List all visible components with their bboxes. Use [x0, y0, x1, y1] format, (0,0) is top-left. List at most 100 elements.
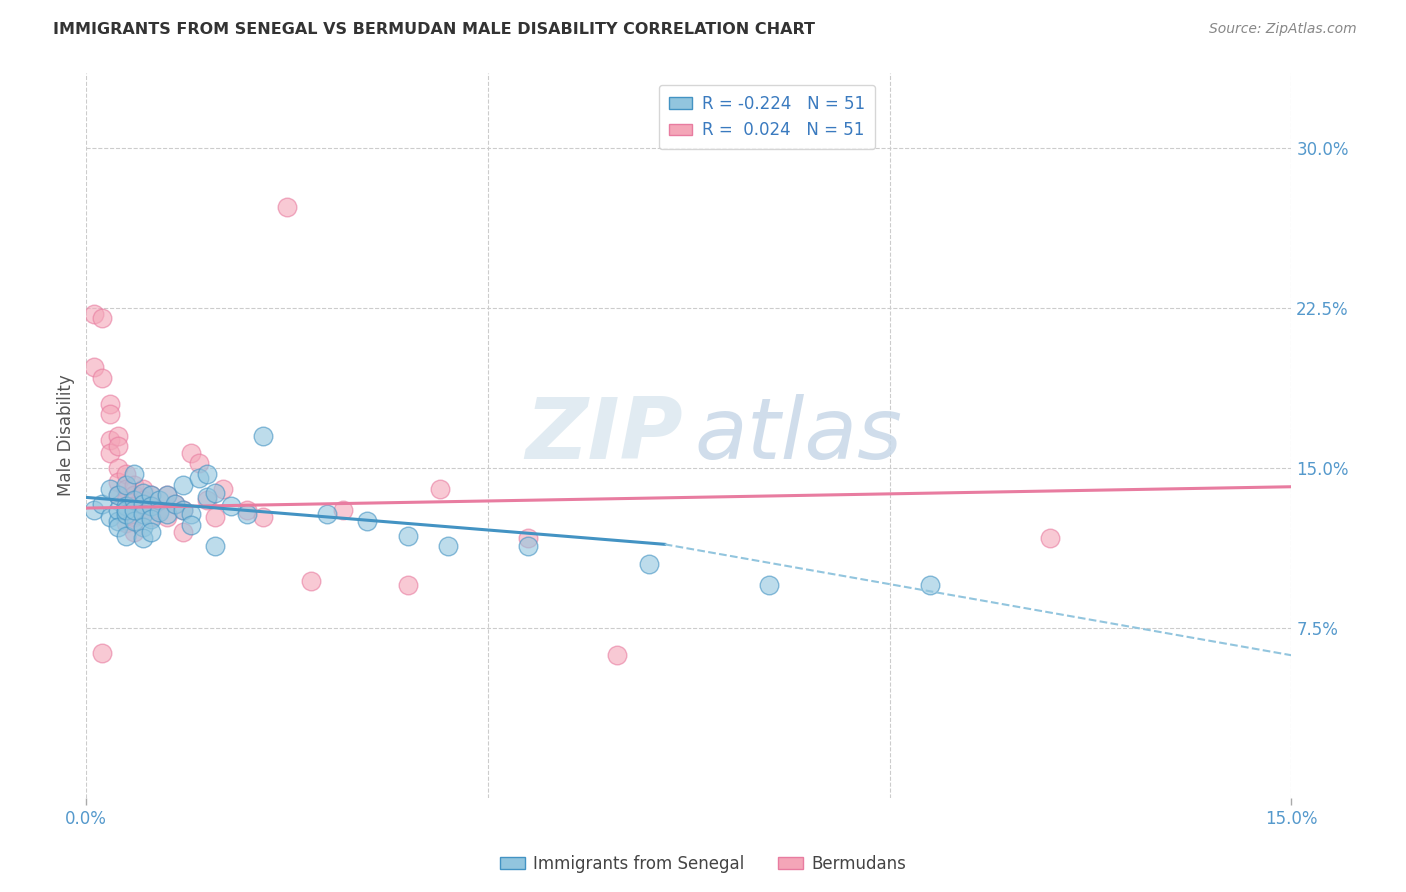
Point: [918, 578, 941, 592]
Text: Source: ZipAtlas.com: Source: ZipAtlas.com: [1209, 22, 1357, 37]
Point: [124, 503, 146, 517]
Point: [163, 497, 186, 511]
Point: [131, 497, 153, 511]
Point: [436, 540, 458, 554]
Point: [107, 460, 129, 475]
Point: [124, 499, 146, 513]
Point: [156, 509, 179, 524]
Point: [204, 486, 226, 500]
Point: [115, 508, 138, 522]
Point: [115, 482, 138, 496]
Point: [172, 503, 194, 517]
Point: [83, 503, 105, 517]
Point: [124, 488, 146, 502]
Point: [172, 524, 194, 539]
Point: [429, 482, 451, 496]
Point: [115, 529, 138, 543]
Point: [124, 509, 146, 524]
Point: [396, 578, 419, 592]
Point: [172, 477, 194, 491]
Point: [180, 508, 202, 522]
Point: [91, 646, 114, 660]
Point: [115, 492, 138, 507]
Point: [139, 509, 162, 524]
Text: atlas: atlas: [695, 394, 903, 477]
Point: [187, 456, 209, 470]
Point: [115, 516, 138, 530]
Point: [517, 531, 540, 545]
Point: [180, 518, 202, 533]
Point: [107, 514, 129, 528]
Point: [605, 648, 627, 663]
Point: [91, 311, 114, 326]
Point: [172, 503, 194, 517]
Point: [91, 497, 114, 511]
Point: [115, 503, 138, 517]
Point: [187, 471, 209, 485]
Point: [100, 509, 122, 524]
Point: [252, 509, 274, 524]
Point: [356, 514, 378, 528]
Point: [124, 477, 146, 491]
Point: [180, 445, 202, 459]
Point: [115, 503, 138, 517]
Point: [139, 488, 162, 502]
Point: [139, 512, 162, 526]
Point: [107, 475, 129, 490]
Point: [100, 482, 122, 496]
Point: [139, 524, 162, 539]
Point: [131, 503, 153, 517]
Point: [204, 509, 226, 524]
Point: [107, 488, 129, 502]
Text: IMMIGRANTS FROM SENEGAL VS BERMUDAN MALE DISABILITY CORRELATION CHART: IMMIGRANTS FROM SENEGAL VS BERMUDAN MALE…: [53, 22, 815, 37]
Text: ZIP: ZIP: [526, 394, 683, 477]
Point: [131, 520, 153, 534]
Point: [124, 467, 146, 481]
Point: [195, 492, 218, 507]
Point: [332, 503, 354, 517]
Point: [107, 503, 129, 517]
Point: [148, 505, 170, 519]
Point: [115, 477, 138, 491]
Point: [148, 492, 170, 507]
Point: [83, 307, 105, 321]
Point: [219, 499, 242, 513]
Point: [156, 508, 179, 522]
Point: [115, 467, 138, 481]
Point: [107, 428, 129, 442]
Point: [236, 508, 259, 522]
Legend: Immigrants from Senegal, Bermudans: Immigrants from Senegal, Bermudans: [494, 848, 912, 880]
Point: [236, 503, 259, 517]
Point: [163, 497, 186, 511]
Point: [131, 508, 153, 522]
Point: [131, 531, 153, 545]
Point: [100, 433, 122, 447]
Point: [83, 360, 105, 375]
Point: [139, 488, 162, 502]
Point: [131, 482, 153, 496]
Point: [100, 445, 122, 459]
Point: [156, 488, 179, 502]
Y-axis label: Male Disability: Male Disability: [58, 375, 75, 497]
Point: [156, 488, 179, 502]
Point: [124, 524, 146, 539]
Point: [124, 514, 146, 528]
Point: [316, 508, 339, 522]
Point: [195, 467, 218, 481]
Point: [107, 439, 129, 453]
Point: [139, 499, 162, 513]
Point: [252, 428, 274, 442]
Point: [115, 499, 138, 513]
Point: [100, 407, 122, 421]
Point: [131, 492, 153, 507]
Point: [637, 557, 659, 571]
Point: [299, 574, 322, 588]
Point: [758, 578, 780, 592]
Point: [124, 492, 146, 507]
Point: [212, 482, 235, 496]
Point: [1039, 531, 1062, 545]
Point: [517, 540, 540, 554]
Point: [276, 200, 298, 214]
Legend: R = -0.224   N = 51, R =  0.024   N = 51: R = -0.224 N = 51, R = 0.024 N = 51: [659, 85, 876, 149]
Point: [131, 486, 153, 500]
